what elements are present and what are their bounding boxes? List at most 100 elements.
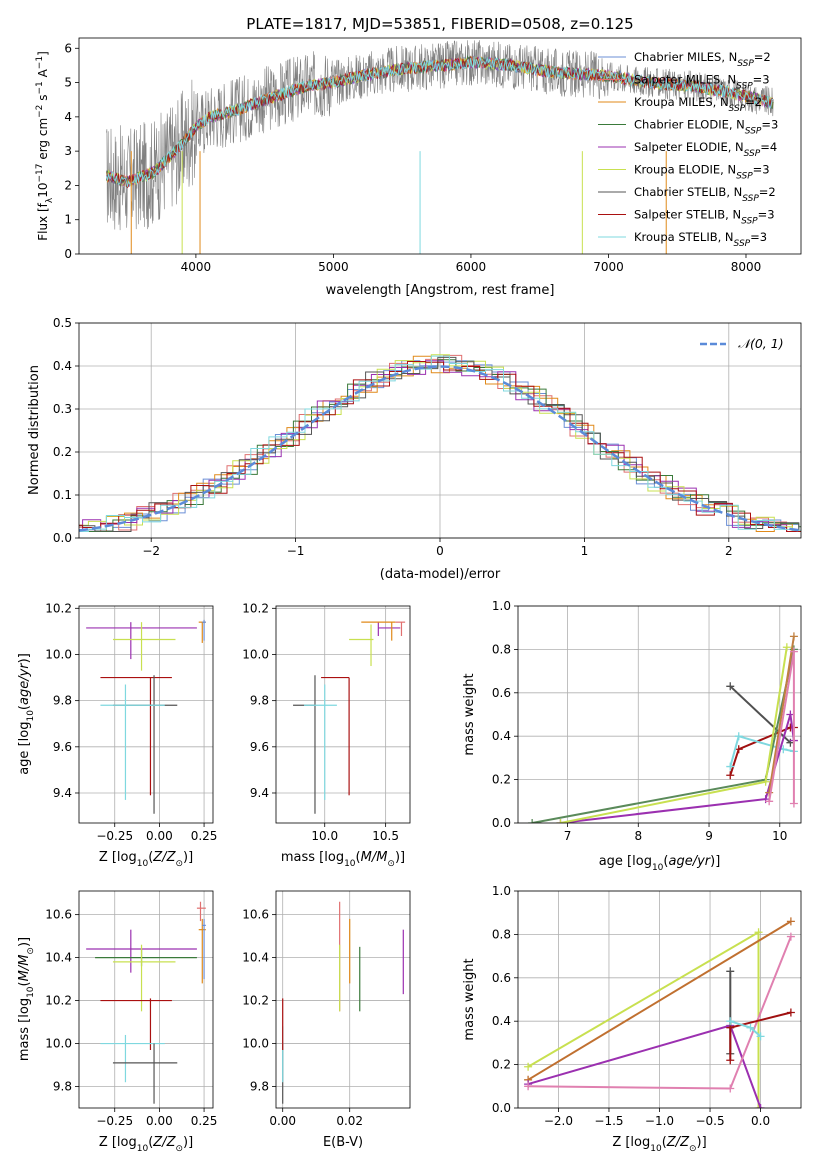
histogram-salpeter_stelib — [79, 361, 801, 532]
y-tick-label: 2 — [64, 178, 72, 192]
plot-area — [106, 40, 774, 254]
axes-frame — [78, 37, 802, 255]
y-tick-label: 0.2 — [492, 773, 511, 787]
x-tick-label: 0.25 — [191, 1114, 218, 1128]
y-tick-label: 10.0 — [45, 1037, 72, 1051]
series-marker-mw_gray — [726, 967, 735, 976]
age-vs-mass-axes: 10.0 10.5 9.4 9.6 9.8 10.0 10.2 mass [log10(M/M… — [242, 601, 411, 869]
series-line-mw_lime — [527, 930, 760, 1108]
x-tick-label: −1 — [287, 544, 305, 558]
y-tick-label: 1 — [64, 213, 72, 227]
plot-area — [528, 632, 798, 823]
y-tick-label: 1.0 — [492, 599, 511, 613]
series-marker-mw_lime — [556, 819, 565, 823]
y-axis-label: Normed distribution — [27, 365, 42, 495]
x-axis-label: Z [log10(Z/Z⊙)] — [99, 850, 193, 869]
y-tick-label: 0.4 — [492, 729, 511, 743]
y-tick-label: 10.2 — [45, 994, 72, 1008]
y-tick-label: 0.0 — [492, 1101, 511, 1115]
y-tick-label: 10.6 — [242, 908, 269, 922]
plot-area — [524, 917, 795, 1108]
legend-label-normal: 𝒩(0, 1) — [738, 336, 784, 351]
series-marker-mw_orange — [789, 632, 798, 641]
x-axis-label: wavelength [Angstrom, rest frame] — [326, 283, 555, 298]
series-marker-mw_pink — [789, 799, 798, 808]
x-tick-label: 0.0 — [751, 1114, 770, 1128]
y-tick-label: 0.4 — [53, 359, 72, 373]
x-tick-label: 0.00 — [146, 1114, 173, 1128]
axes-frame — [78, 890, 214, 1109]
series-marker-mw_lime — [754, 1104, 763, 1108]
legend-label-kroupa_elodie: Kroupa ELODIE, NSSP=3 — [634, 163, 770, 182]
y-tick-label: 0.2 — [53, 445, 72, 459]
y-tick-label: 10.2 — [242, 601, 269, 615]
y-tick-label: 9.8 — [250, 694, 269, 708]
y-axis-label: mass [log10(M/M⊙)] — [17, 937, 36, 1061]
histogram-kroupa_stelib — [79, 355, 801, 532]
x-tick-label: 0 — [436, 544, 444, 558]
series-marker-mw_orange — [765, 788, 774, 797]
series-marker-mw_pink — [786, 932, 795, 941]
series-marker-mw_darkorange — [786, 917, 795, 926]
x-tick-label: 0.25 — [191, 829, 218, 843]
plot-area — [86, 619, 206, 814]
y-tick-label: 0.8 — [492, 927, 511, 941]
figure-title: PLATE=1817, MJD=53851, FIBERID=0508, z=0… — [246, 15, 633, 33]
histogram-kroupa_miles — [79, 355, 801, 532]
y-tick-label: 10.4 — [242, 951, 269, 965]
series-line-mw_purple — [527, 1024, 762, 1108]
y-tick-label: 0.8 — [492, 642, 511, 656]
axes-frame — [78, 605, 214, 824]
y-axis-label: Flux [fλ10−17 erg cm−2 s−1 A−1] — [35, 51, 55, 241]
x-tick-label: 8000 — [731, 260, 762, 274]
x-axis-label: age [log10(age/yr)] — [599, 854, 721, 873]
legend-label-chabrier_miles: Chabrier MILES, NSSP=2 — [634, 50, 771, 69]
legend-label-kroupa_miles: Kroupa MILES, NSSP=2 — [634, 95, 762, 114]
series-marker-mw_lime — [782, 643, 791, 652]
series-line-mw_darkorange — [527, 920, 792, 1081]
x-tick-label: −2.0 — [544, 1114, 573, 1128]
y-tick-label: 10.6 — [45, 908, 72, 922]
mass-weight-vs-metallicity-axes: −2.0 −1.5 −1.0 −0.5 0.0 0.0 0.2 0.4 0.6 0.8 1.0 mas… — [462, 884, 802, 1154]
legend-label-salpeter_elodie: Salpeter ELODIE, NSSP=4 — [634, 140, 777, 159]
legend-label-salpeter_stelib: Salpeter STELIB, NSSP=3 — [634, 208, 775, 227]
y-tick-label: 10.4 — [45, 951, 72, 965]
y-tick-label: 5 — [64, 76, 72, 90]
y-axis-label: mass weight — [462, 673, 477, 755]
series-marker-mw_pink — [524, 1082, 533, 1091]
axes-frame — [517, 605, 802, 824]
x-tick-label: 10.5 — [372, 829, 399, 843]
series-marker-mw_purple — [756, 1104, 765, 1108]
series-marker-mw_darkred — [726, 1056, 735, 1065]
y-tick-label: 10.2 — [45, 601, 72, 615]
series-marker-mw_darkred — [726, 771, 735, 780]
x-tick-label: −0.25 — [96, 1114, 133, 1128]
y-tick-label: 0.2 — [492, 1058, 511, 1072]
y-tick-label: 10.0 — [242, 1037, 269, 1051]
mass-vs-metallicity-axes: −0.25 0.00 0.25 9.8 10.0 10.2 10.4 10.6 Z [log10… — [17, 890, 218, 1154]
y-tick-label: 0.3 — [53, 402, 72, 416]
x-tick-label: −0.5 — [695, 1114, 724, 1128]
plot-area — [86, 901, 206, 1104]
x-tick-label: 10.0 — [311, 829, 338, 843]
y-tick-label: 9.8 — [53, 1080, 72, 1094]
y-tick-label: 9.4 — [53, 786, 72, 800]
mass-weight-vs-age-axes: 7 8 9 10 0.0 0.2 0.4 0.6 0.8 1.0 mass weight age [l… — [462, 599, 802, 873]
y-tick-label: 0.0 — [53, 531, 72, 545]
x-tick-label: −1.0 — [645, 1114, 674, 1128]
y-tick-label: 9.4 — [250, 786, 269, 800]
legend-label-chabrier_stelib: Chabrier STELIB, NSSP=2 — [634, 185, 776, 204]
y-tick-label: 10.2 — [242, 994, 269, 1008]
axes-frame — [275, 605, 411, 824]
x-tick-label: −0.25 — [96, 829, 133, 843]
series-marker-mw_lime — [761, 777, 770, 786]
y-tick-label: 1.0 — [492, 884, 511, 898]
age-vs-metallicity-axes: −0.25 0.00 0.25 9.4 9.6 9.8 10.0 10.2 Z [log10(Z… — [17, 601, 217, 869]
x-tick-label: 2 — [725, 544, 733, 558]
y-tick-label: 0.1 — [53, 488, 72, 502]
x-axis-label: Z [log10(Z/Z⊙)] — [612, 1135, 706, 1154]
axes-frame — [78, 322, 802, 539]
y-tick-label: 10.0 — [242, 647, 269, 661]
y-axis-label: mass weight — [462, 958, 477, 1040]
